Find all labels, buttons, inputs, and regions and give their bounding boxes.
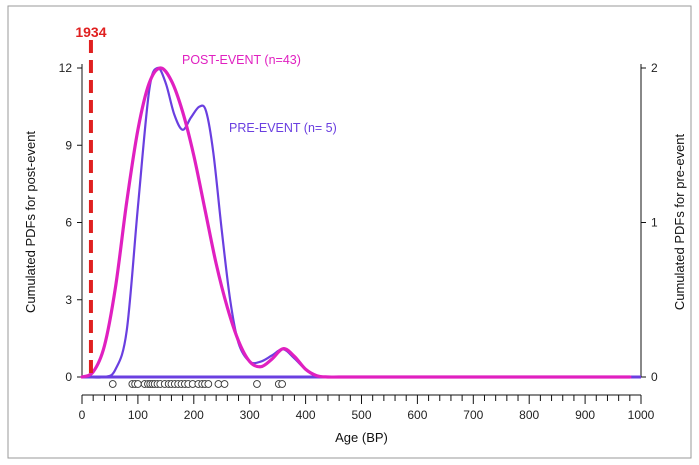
sample-age-marker (278, 380, 286, 388)
x-tick-label: 0 (79, 408, 86, 422)
post-event-curve (80, 66, 632, 379)
figure-frame (7, 5, 692, 459)
sample-age-marker (108, 380, 117, 388)
sample-age-marker (204, 380, 213, 388)
sample-age-marker (253, 380, 261, 388)
y-axis-left-title: Cumulated PDFs for post-event (23, 131, 38, 313)
pre-event-annotation: PRE-EVENT (n= 5) (229, 121, 337, 135)
x-tick-label: 100 (128, 408, 148, 422)
y-right-tick-label: 1 (651, 216, 658, 230)
pre-event-curve (80, 66, 631, 379)
x-tick-label: 400 (296, 408, 316, 422)
x-tick-label: 700 (463, 408, 483, 422)
x-axis-title: Age (BP) (335, 430, 388, 445)
y-right-tick-label: 2 (651, 61, 658, 75)
sample-age-marker (220, 380, 229, 388)
x-tick-label: 900 (575, 408, 595, 422)
x-tick-label: 500 (351, 408, 371, 422)
y-left-tick-label: 6 (65, 216, 72, 230)
y-left-tick-label: 3 (65, 293, 72, 307)
x-tick-label: 600 (407, 408, 427, 422)
x-tick-label: 300 (240, 408, 260, 422)
x-tick-label: 200 (184, 408, 204, 422)
event-1934-label: 1934 (75, 24, 106, 40)
post-event-annotation: POST-EVENT (n=43) (182, 53, 301, 67)
y-left-tick-label: 9 (65, 138, 72, 152)
x-tick-label: 800 (519, 408, 539, 422)
y-right-tick-label: 0 (651, 370, 658, 384)
y-left-tick-label: 12 (59, 61, 73, 75)
y-axis-right-title: Cumulated PDFs for pre-event (672, 133, 687, 310)
y-left-tick-label: 0 (65, 370, 72, 384)
x-tick-label: 1000 (628, 408, 655, 422)
sample-age-marker (134, 380, 142, 388)
